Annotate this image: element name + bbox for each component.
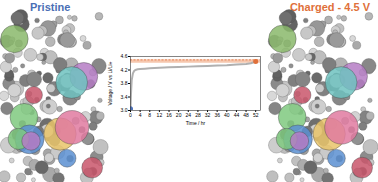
svg-text:4.2: 4.2 [121, 67, 128, 73]
svg-text:0: 0 [129, 112, 132, 118]
svg-text:24: 24 [185, 112, 191, 118]
svg-text:20: 20 [176, 112, 182, 118]
svg-text:28: 28 [195, 112, 201, 118]
svg-text:Voltage / V vs Li/Li+: Voltage / V vs Li/Li+ [107, 61, 113, 105]
svg-text:4: 4 [139, 112, 142, 118]
svg-text:44: 44 [234, 112, 240, 118]
svg-text:40: 40 [224, 112, 230, 118]
svg-text:3.0: 3.0 [121, 107, 128, 113]
svg-text:3.8: 3.8 [121, 80, 128, 86]
svg-text:4.6: 4.6 [121, 53, 128, 59]
html-text:Charged - 4.5 V: Charged - 4.5 V [289, 1, 370, 13]
svg-text:52: 52 [253, 112, 259, 118]
svg-text:12: 12 [157, 112, 163, 118]
html-text:Pristine: Pristine [30, 1, 71, 13]
svg-text:36: 36 [214, 112, 220, 118]
svg-text:8: 8 [148, 112, 151, 118]
svg-text:Time / hr: Time / hr [186, 120, 206, 126]
svg-text:48: 48 [243, 112, 249, 118]
svg-text:3.4: 3.4 [121, 94, 128, 100]
svg-text:16: 16 [166, 112, 172, 118]
svg-text:32: 32 [205, 112, 211, 118]
